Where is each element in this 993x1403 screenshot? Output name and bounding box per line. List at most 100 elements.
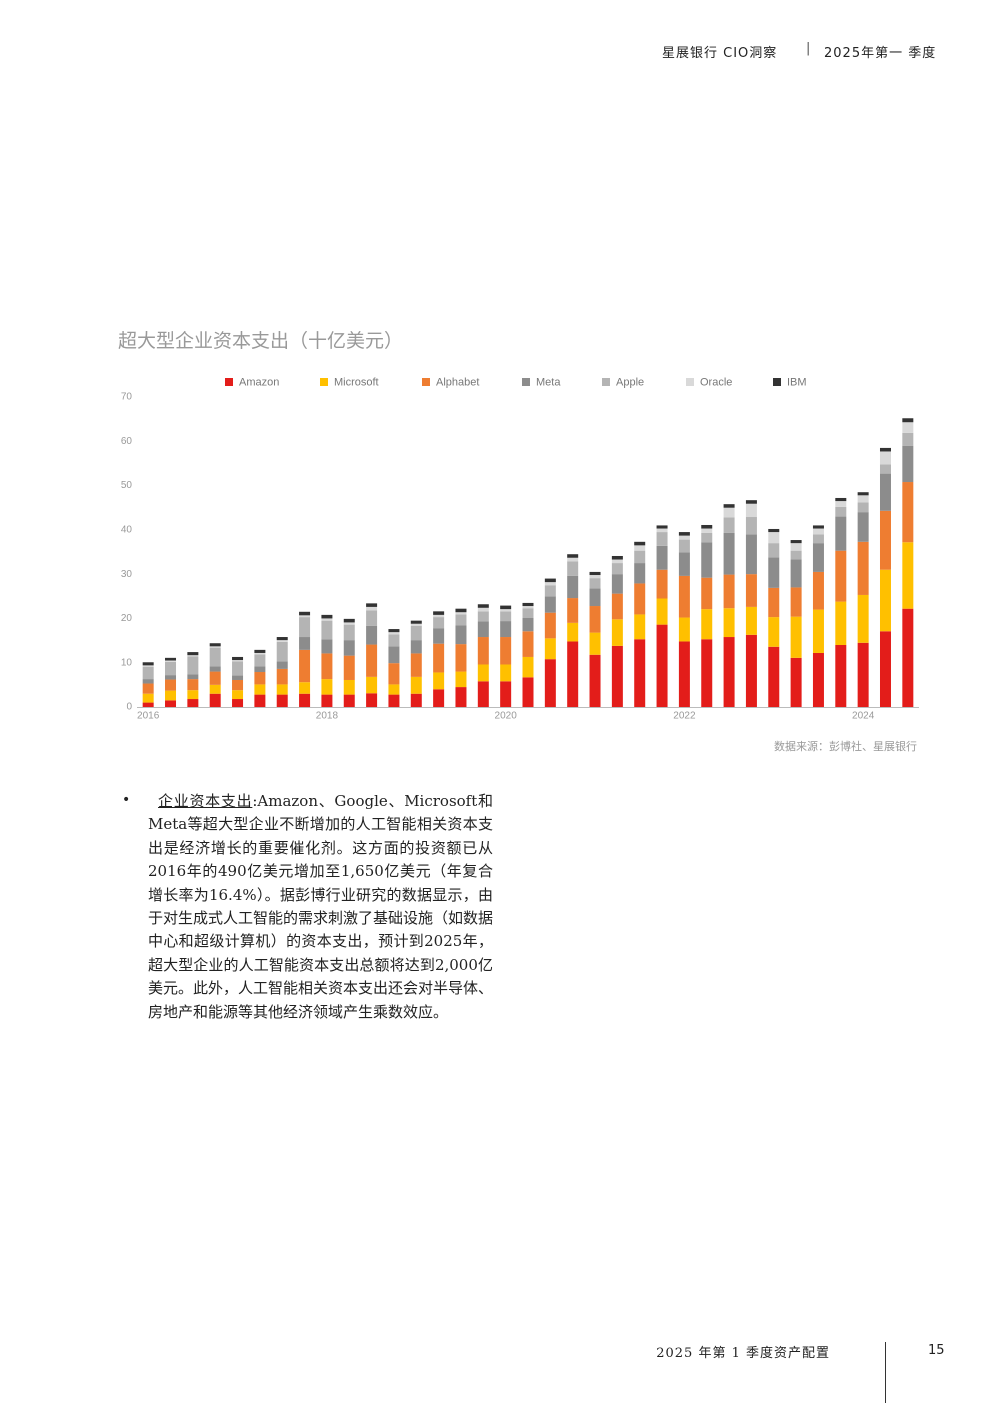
bar-segment	[455, 625, 467, 645]
bar-segment	[879, 569, 891, 632]
bar-segment	[299, 682, 311, 694]
bar-segment	[812, 543, 824, 572]
bar-segment	[388, 634, 400, 647]
bar-segment	[634, 545, 646, 551]
bar-segment	[812, 609, 824, 653]
bar-segment	[634, 541, 646, 546]
bar-segment	[187, 655, 199, 657]
bar-segment	[790, 657, 802, 707]
bar-segment	[835, 501, 847, 507]
bar-segment	[589, 654, 601, 707]
bar-segment	[701, 524, 713, 529]
bar-segment	[388, 632, 400, 635]
bar-segment	[902, 432, 914, 446]
bar-segment	[366, 644, 378, 677]
bar-segment	[857, 594, 869, 643]
bar-segment	[276, 637, 288, 641]
bar-segment	[522, 602, 534, 607]
bar-segment	[522, 606, 534, 609]
bar-segment	[567, 622, 579, 642]
bar-segment	[232, 675, 244, 680]
header-separator: |	[806, 41, 811, 56]
bar-segment	[500, 681, 512, 707]
bar-segment	[790, 587, 802, 617]
bar-segment	[165, 690, 177, 701]
bar-segment	[343, 618, 355, 623]
page-number: 15	[928, 1343, 945, 1358]
bar-segment	[656, 624, 668, 707]
bar-segment	[745, 574, 757, 607]
bar-segment	[879, 447, 891, 452]
legend-label: Alphabet	[436, 376, 479, 388]
bar-segment	[366, 625, 378, 645]
bar-segment	[477, 637, 489, 665]
bar-segment	[567, 641, 579, 707]
bar-segment	[410, 676, 422, 694]
bar-segment	[299, 637, 311, 650]
bar-segment	[187, 652, 199, 656]
bar-segment	[165, 661, 177, 676]
bar-segment	[500, 637, 512, 665]
bar-segment	[812, 652, 824, 707]
bar-segment	[455, 614, 467, 626]
bar-segment	[232, 656, 244, 661]
bar-segment	[745, 634, 757, 707]
bar-segment	[768, 617, 780, 647]
bar-segment	[879, 464, 891, 474]
bar-segment	[433, 614, 445, 618]
header-brand: 星展银行 CIO洞察	[662, 46, 778, 61]
bar-segment	[589, 632, 601, 655]
bar-segment	[790, 550, 802, 560]
bar-segment	[835, 550, 847, 602]
bar-segment	[522, 617, 534, 632]
legend-swatch	[422, 378, 430, 386]
bar-segment	[142, 693, 154, 703]
bar-segment	[589, 588, 601, 607]
bar-segment	[611, 619, 623, 646]
bar-segment	[745, 534, 757, 575]
bar-segment	[388, 684, 400, 695]
bar-segment	[723, 574, 735, 609]
bar-segment	[187, 674, 199, 680]
bar-segment	[142, 662, 154, 666]
footer-divider	[885, 1342, 886, 1403]
body-text: 企业资本支出:Amazon、Google、Microsoft和Meta等超大型企…	[148, 790, 493, 1024]
bar-segment	[857, 492, 869, 496]
lead: 企业资本支出	[158, 792, 253, 810]
bar-segment	[254, 684, 266, 695]
bar-segment	[343, 679, 355, 695]
x-tick-label: 2024	[852, 711, 875, 722]
bar-segment	[701, 532, 713, 543]
chart: Amazon Microsoft Alphabet Meta Apple Oracle IB…	[121, 376, 919, 722]
y-tick-label: 70	[121, 392, 133, 403]
bar-segment	[678, 575, 690, 618]
bar-segment	[321, 614, 333, 619]
legend-swatch	[225, 378, 233, 386]
bar-segment	[857, 495, 869, 503]
bar-segment	[544, 596, 556, 613]
bar-segment	[187, 679, 199, 691]
bar-segment	[902, 418, 914, 423]
bar-segment	[835, 645, 847, 707]
bar-segment	[165, 660, 177, 662]
bar-segment	[544, 585, 556, 597]
bar-segment	[522, 677, 534, 707]
bar-segment	[611, 563, 623, 575]
bar-segment	[500, 664, 512, 682]
bar-segment	[410, 620, 422, 624]
bar-segment	[812, 571, 824, 610]
bar-segment	[656, 525, 668, 529]
bar-segment	[790, 543, 802, 551]
legend-swatch	[320, 378, 328, 386]
bar-segment	[343, 655, 355, 680]
bar-segment	[544, 582, 556, 586]
bar-segment	[701, 639, 713, 707]
bar-segment	[611, 574, 623, 594]
bar-segment	[276, 694, 288, 707]
bar-segment	[835, 516, 847, 551]
y-tick-label: 20	[121, 613, 133, 624]
bar-segment	[857, 512, 869, 542]
bar-segment	[812, 528, 824, 535]
bar-segment	[433, 672, 445, 690]
bar-segment	[366, 676, 378, 694]
